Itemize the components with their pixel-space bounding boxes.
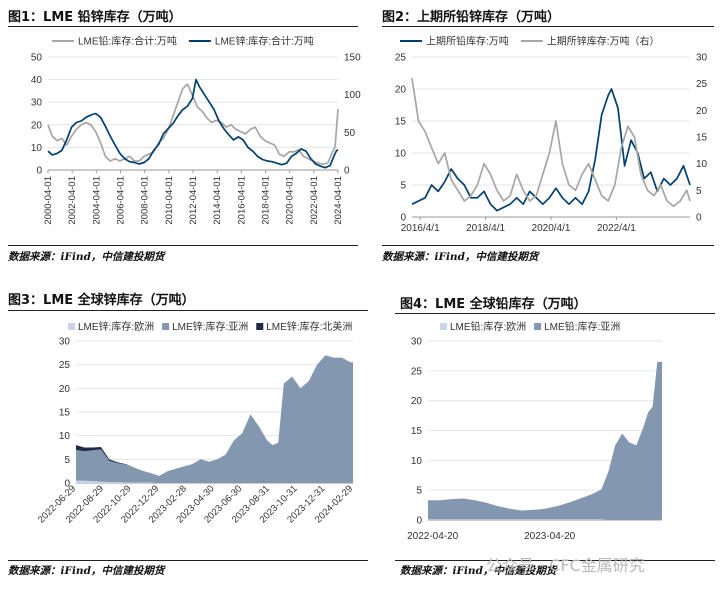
- legend-label-2: LME锌:库存:亚洲: [172, 320, 248, 333]
- legend-label-1: 上期所铅库存:万吨: [426, 35, 509, 48]
- area-asia: [428, 361, 662, 520]
- y-tick-label: 15: [411, 426, 423, 437]
- legend-swatch-1: [440, 323, 447, 330]
- y-tick-label: 20: [411, 396, 423, 407]
- y-right-tick-label: 50: [344, 128, 356, 139]
- y-right-tick-label: 0: [696, 213, 702, 224]
- chart-1-title: 图1：LME 铅锌库存（万吨）: [8, 10, 182, 25]
- x-tick-label: 2006-04-01: [116, 176, 127, 225]
- x-tick-label: 2008-04-01: [140, 176, 151, 225]
- y-right-tick-label: 15: [696, 133, 708, 144]
- chart-4-source-rule: [395, 560, 715, 561]
- area-europe: [428, 519, 662, 520]
- x-tick-label: 2002-04-01: [67, 176, 78, 225]
- y-tick-label: 15: [59, 408, 71, 419]
- watermark-text: 公众号 · CFC金属研究: [486, 556, 645, 575]
- y-right-tick-label: 100: [344, 90, 361, 101]
- chart-3-source-rule: [8, 560, 368, 561]
- y-right-tick-label: 5: [696, 186, 702, 197]
- legend-label-2: LME锌:库存:合计:万吨: [215, 35, 314, 48]
- legend-swatch-2: [534, 323, 542, 330]
- x-tick-label: 2016/4/1: [401, 223, 440, 234]
- y-left-tick-label: 0: [36, 166, 42, 177]
- y-right-tick-label: 20: [696, 106, 708, 117]
- y-left-tick-label: 20: [395, 85, 407, 96]
- x-tick-label: 2020/4/1: [532, 223, 571, 234]
- chart-4-source: 数据来源：iFind，中信建投期货: [400, 565, 557, 577]
- series-line-2: [47, 78, 339, 169]
- legend-swatch-2: [162, 323, 170, 330]
- x-tick-label: 2004-04-01: [91, 176, 102, 225]
- chart-2-title: 图2：上期所铅锌库存（万吨）: [382, 10, 561, 25]
- y-tick-label: 0: [64, 479, 70, 490]
- x-tick-label: 2020-04-01: [285, 176, 296, 225]
- legend-label-3: LME锌:库存:北美洲: [266, 320, 352, 333]
- y-tick-label: 5: [64, 455, 70, 466]
- legend-label-2: 上期所锌库存:万吨（右）: [547, 35, 660, 48]
- x-tick-label: 2018-04-01: [261, 176, 272, 225]
- chart-3-source: 数据来源：iFind，中信建投期货: [8, 565, 165, 577]
- y-left-tick-label: 15: [395, 117, 407, 128]
- x-tick-label: 2022/4/1: [597, 223, 636, 234]
- x-tick-label: 2022-04-20: [407, 531, 459, 542]
- y-right-tick-label: 10: [696, 159, 708, 170]
- chart-2-source: 数据来源：iFind，中信建投期货: [382, 251, 539, 263]
- y-tick-label: 30: [411, 337, 423, 348]
- y-left-tick-label: 10: [31, 143, 43, 154]
- area-europe: [76, 480, 353, 483]
- x-tick-label: 2010-04-01: [164, 176, 175, 225]
- y-tick-label: 20: [59, 384, 71, 395]
- x-tick-label: 2012-04-01: [188, 176, 199, 225]
- chart-1-source-rule: [8, 245, 358, 246]
- chart-1-source: 数据来源：iFind，中信建投期货: [8, 251, 165, 263]
- x-tick-label: 2024-04-01: [333, 176, 344, 225]
- area-asia: [76, 355, 353, 483]
- legend-label-2: LME铅:库存:亚洲: [544, 320, 620, 333]
- x-tick-label: 2016-04-01: [236, 176, 247, 225]
- y-tick-label: 10: [59, 431, 71, 442]
- y-right-tick-label: 150: [344, 53, 361, 64]
- x-tick-label: 2018/4/1: [466, 223, 505, 234]
- series-line-1: [411, 88, 691, 212]
- legend-swatch-3: [256, 323, 264, 330]
- y-left-tick-label: 20: [31, 120, 43, 131]
- y-left-tick-label: 10: [395, 149, 407, 160]
- y-tick-label: 25: [411, 366, 423, 377]
- legend-label-1: LME铅:库存:欧洲: [450, 320, 526, 333]
- x-tick-label: 2000-04-01: [43, 176, 54, 225]
- chart-2-source-rule: [382, 245, 714, 246]
- chart-3-title-rule: [8, 310, 368, 311]
- legend-label-1: LME铅:库存:合计:万吨: [78, 35, 177, 48]
- y-left-tick-label: 0: [400, 213, 406, 224]
- chart-3-title: 图3：LME 全球锌库存（万吨）: [8, 293, 195, 308]
- y-tick-label: 0: [416, 516, 422, 527]
- chart-4-title-rule: [395, 313, 715, 314]
- x-tick-label: 2022-04-01: [309, 176, 320, 225]
- y-tick-label: 10: [411, 456, 423, 467]
- y-left-tick-label: 40: [31, 75, 43, 86]
- y-tick-label: 25: [59, 360, 71, 371]
- x-tick-label: 2014-04-01: [212, 176, 223, 225]
- y-left-tick-label: 30: [31, 98, 43, 109]
- series-line-1: [47, 83, 339, 166]
- x-tick-label: 2023-04-20: [524, 531, 576, 542]
- y-left-tick-label: 25: [395, 53, 407, 64]
- series-line-2: [411, 78, 691, 208]
- y-right-tick-label: 25: [696, 79, 708, 90]
- y-tick-label: 30: [59, 337, 71, 348]
- chart-4-title: 图4：LME 全球铅库存（万吨）: [400, 297, 587, 312]
- y-right-tick-label: 30: [696, 53, 708, 64]
- chart-1-title-rule: [8, 26, 358, 27]
- y-left-tick-label: 5: [400, 181, 406, 192]
- y-right-tick-label: 0: [344, 166, 350, 177]
- legend-label-1: LME锌:库存:欧洲: [78, 320, 154, 333]
- y-tick-label: 5: [416, 486, 422, 497]
- chart-2-title-rule: [382, 26, 714, 27]
- y-left-tick-label: 50: [31, 53, 43, 64]
- legend-swatch-1: [68, 323, 75, 330]
